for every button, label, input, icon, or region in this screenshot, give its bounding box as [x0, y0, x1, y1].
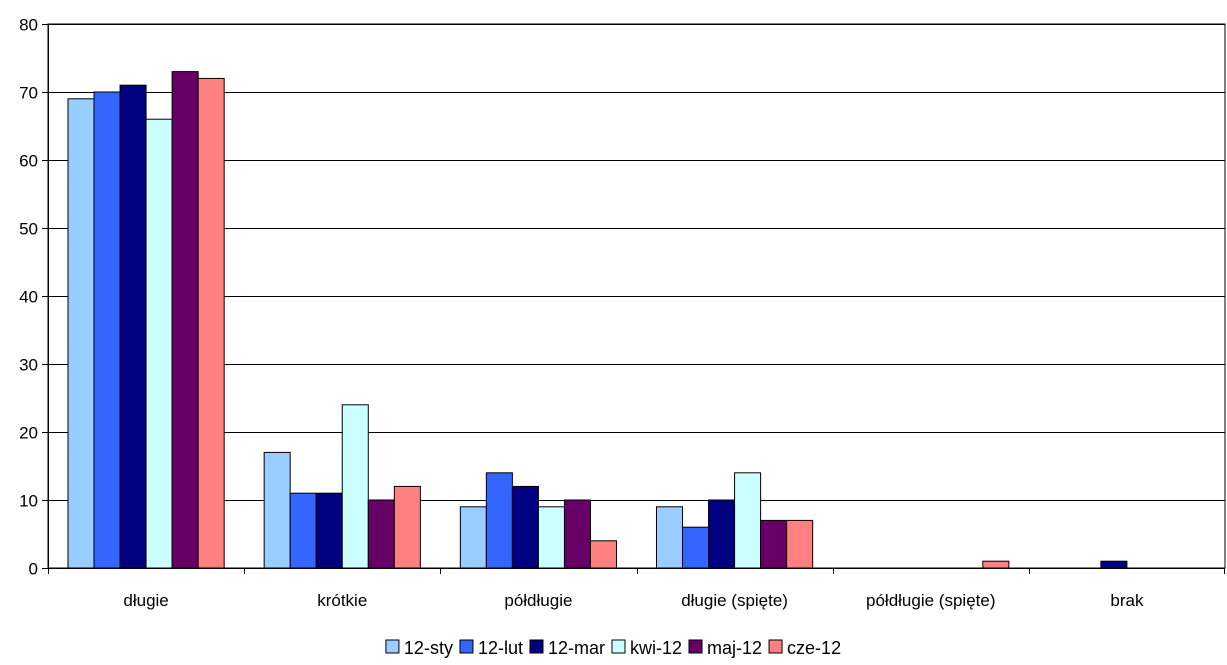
bar [786, 519, 814, 569]
bar [263, 451, 291, 569]
bar [589, 540, 618, 569]
y-tick-label: 0 [29, 560, 38, 579]
y-tick-label: 20 [19, 424, 38, 443]
legend-label: 12-lut [478, 638, 523, 658]
y-tick-label: 30 [19, 356, 38, 375]
legend-swatch [688, 639, 703, 654]
bar [982, 560, 1010, 569]
x-category-label: półdługie (spięte) [866, 591, 995, 610]
legend-swatch [611, 639, 626, 654]
bar [315, 492, 343, 569]
y-tick-label: 70 [19, 84, 38, 103]
legend-swatch [768, 639, 783, 654]
y-tick-label: 40 [19, 288, 38, 307]
gridlines [47, 23, 1226, 569]
legend-swatch [385, 639, 400, 654]
bar [119, 84, 147, 569]
y-tick-labels: 0 10 20 30 40 50 60 70 80 [19, 16, 38, 579]
y-tick-label: 50 [19, 220, 38, 239]
legend-item: maj-12 [688, 638, 762, 658]
legend-label: cze-12 [787, 638, 841, 658]
bar [289, 492, 317, 569]
bar [93, 91, 121, 569]
bar [393, 485, 421, 569]
bar [734, 472, 762, 569]
bar [708, 499, 736, 569]
y-tick-label: 10 [19, 492, 38, 511]
x-category-label: długie [123, 591, 168, 610]
legend-label: 12-mar [548, 638, 605, 658]
bar [145, 118, 173, 569]
x-category-label: krótkie [317, 591, 367, 610]
legend-item: 12-mar [529, 638, 605, 658]
bar [1100, 560, 1128, 569]
legend-item: cze-12 [768, 638, 841, 658]
legend-label: 12-sty [404, 638, 453, 658]
bar [67, 98, 95, 569]
bar [537, 506, 565, 569]
x-category-label: brak [1110, 591, 1144, 610]
x-category-labels: długie krótkie półdługie długie (spięte) pół… [123, 591, 1144, 610]
bar [682, 526, 710, 569]
bar [459, 506, 487, 569]
bar [171, 71, 199, 569]
bar [367, 499, 395, 569]
legend-label: maj-12 [707, 638, 762, 658]
legend-swatch [459, 639, 474, 654]
axes [42, 24, 1225, 574]
legend-item: kwi-12 [611, 638, 682, 658]
bar [511, 485, 539, 569]
legend-swatch [529, 639, 544, 654]
y-tick-label: 60 [19, 152, 38, 171]
bar [341, 404, 369, 569]
y-tick-label: 80 [19, 16, 38, 35]
x-category-label: długie (spięte) [681, 591, 788, 610]
legend: 12-sty 12-lut 12-mar kwi-12 maj-12 cze-12 [385, 638, 841, 658]
legend-label: kwi-12 [630, 638, 682, 658]
bar [485, 472, 513, 569]
bar [197, 77, 225, 569]
legend-item: 12-lut [459, 638, 523, 658]
legend-item: 12-sty [385, 638, 453, 658]
bar [655, 506, 684, 569]
x-category-label: półdługie [504, 591, 572, 610]
bar [563, 499, 591, 569]
bars [67, 71, 1128, 569]
bar [760, 519, 788, 569]
